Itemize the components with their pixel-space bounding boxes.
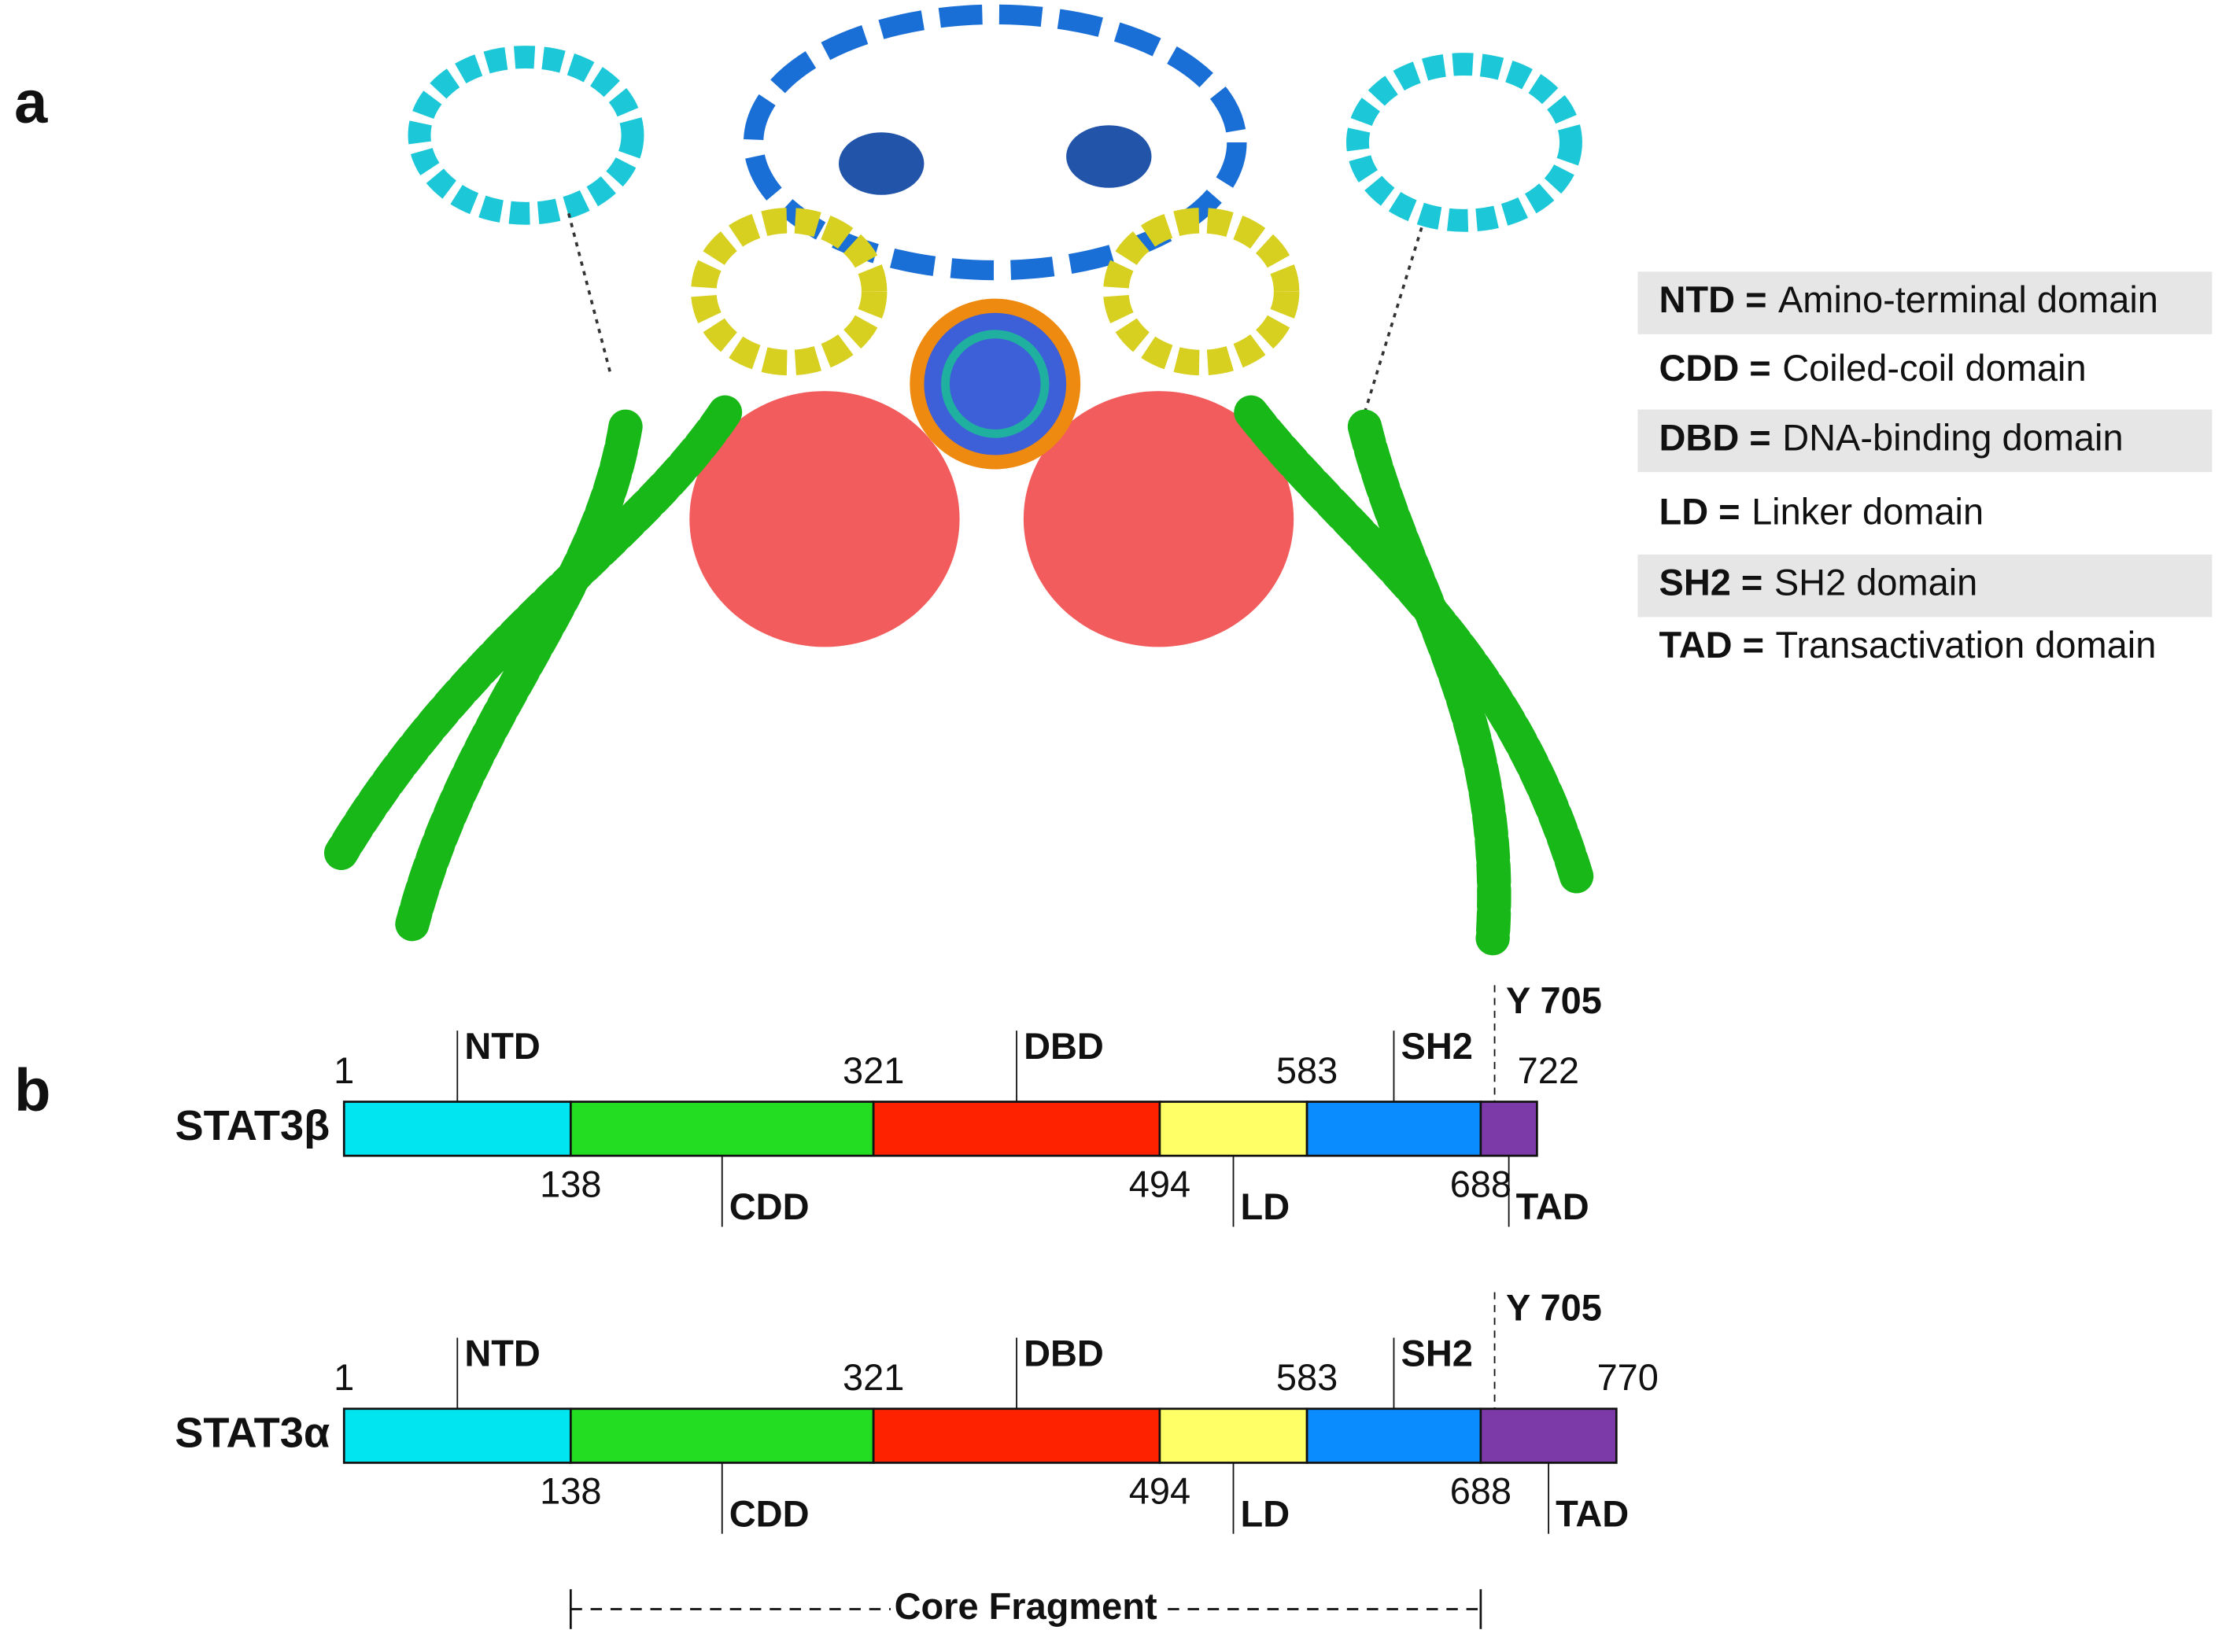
domain-segment [1305,1101,1482,1157]
domain-segment [872,1407,1161,1464]
legend-description: DNA-binding domain [1782,417,2123,459]
dbd-art [689,391,960,647]
dotted-link [567,212,613,378]
domain-segment [872,1101,1161,1157]
legend-shade [1637,409,2213,473]
domain-segment [1158,1407,1308,1464]
residue-number: 1 [334,1356,354,1398]
legend-description: Amino-terminal domain [1778,279,2158,321]
residue-number: 688 [1450,1163,1511,1204]
residue-number: 722 [1518,1049,1579,1091]
legend-entry: TAD = Transactivation domain [1659,625,2157,666]
domain-segment [342,1407,572,1464]
domain-label: CDD [729,1493,810,1535]
domain-label: TAD [1556,1493,1629,1535]
cdd-art [1347,409,1511,956]
residue-art [839,132,925,195]
domain-segment [1479,1407,1618,1464]
domain-segment [1158,1101,1308,1157]
legend-description: Transactivation domain [1776,625,2157,666]
protein-structure [323,4,1596,956]
legend-entry: DBD = DNA-binding domain [1659,417,2124,459]
legend-entry: CDD = Coiled-coil domain [1659,347,2087,389]
residue-number: 321 [843,1356,904,1398]
legend-abbr: DBD = [1659,417,1771,459]
ld-art [691,208,888,376]
legend-description: Coiled-coil domain [1782,347,2086,389]
core-label: Core Fragment [895,1585,1157,1627]
legend-description: Linker domain [1751,491,1984,533]
legend-abbr: CDD = [1659,347,1771,389]
domain-label: SH2 [1401,1332,1473,1374]
domain-label: SH2 [1401,1025,1473,1067]
legend-shade [1637,554,2213,618]
residue-number: 583 [1276,1356,1338,1398]
legend-description: SH2 domain [1774,562,1977,603]
residue-number: 770 [1597,1356,1659,1398]
legend-entry: LD = Linker domain [1659,491,1984,533]
residue-number: 494 [1129,1470,1190,1512]
isoform-name: STAT3β [175,1102,330,1149]
sh2-domain-art [743,4,1247,281]
dotted-link [1363,227,1423,413]
residue-art [1066,125,1152,188]
legend-abbr: SH2 = [1659,562,1763,603]
site-label: Y 705 [1506,1287,1602,1329]
residue-number: 138 [540,1163,601,1204]
legend-abbr: TAD = [1659,625,1765,666]
domain-segment [569,1407,875,1464]
residue-number: 494 [1129,1163,1190,1204]
legend-entry: NTD = Amino-terminal domain [1659,279,2158,321]
domain-label: DBD [1024,1332,1104,1374]
ntd-art [408,46,644,225]
panel-label: b [14,1057,50,1124]
residue-number: 688 [1450,1470,1511,1512]
dna-art [910,298,1081,470]
core-label-bg [890,1586,1161,1632]
residue-number: 1 [334,1049,354,1091]
residue-number: 321 [843,1049,904,1091]
cdd-art [395,409,643,942]
domain-label: NTD [464,1332,541,1374]
ld-art [1103,208,1300,376]
domain-label: TAD [1516,1186,1589,1227]
domain-label: LD [1241,1186,1290,1227]
panel-label: a [14,69,48,136]
residue-number: 583 [1276,1049,1338,1091]
legend-abbr: LD = [1659,491,1740,533]
domain-segment [342,1101,572,1157]
residue-number: 138 [540,1470,601,1512]
cdd-art [1234,395,1596,899]
ntd-art [1346,53,1582,232]
isoform-name: STAT3α [175,1409,330,1456]
dna-art [941,330,1050,438]
domain-segment [1305,1407,1482,1464]
dbd-art [1023,391,1294,647]
domain-label: CDD [729,1186,810,1227]
legend-entry: SH2 = SH2 domain [1659,562,1978,603]
site-label: Y 705 [1506,979,1602,1021]
domain-segment [1479,1101,1538,1157]
legend-abbr: NTD = [1659,279,1767,321]
domain-label: NTD [464,1025,541,1067]
domain-segment [569,1101,875,1157]
domain-label: DBD [1024,1025,1104,1067]
legend-shade [1637,271,2213,334]
domain-label: LD [1241,1493,1290,1535]
